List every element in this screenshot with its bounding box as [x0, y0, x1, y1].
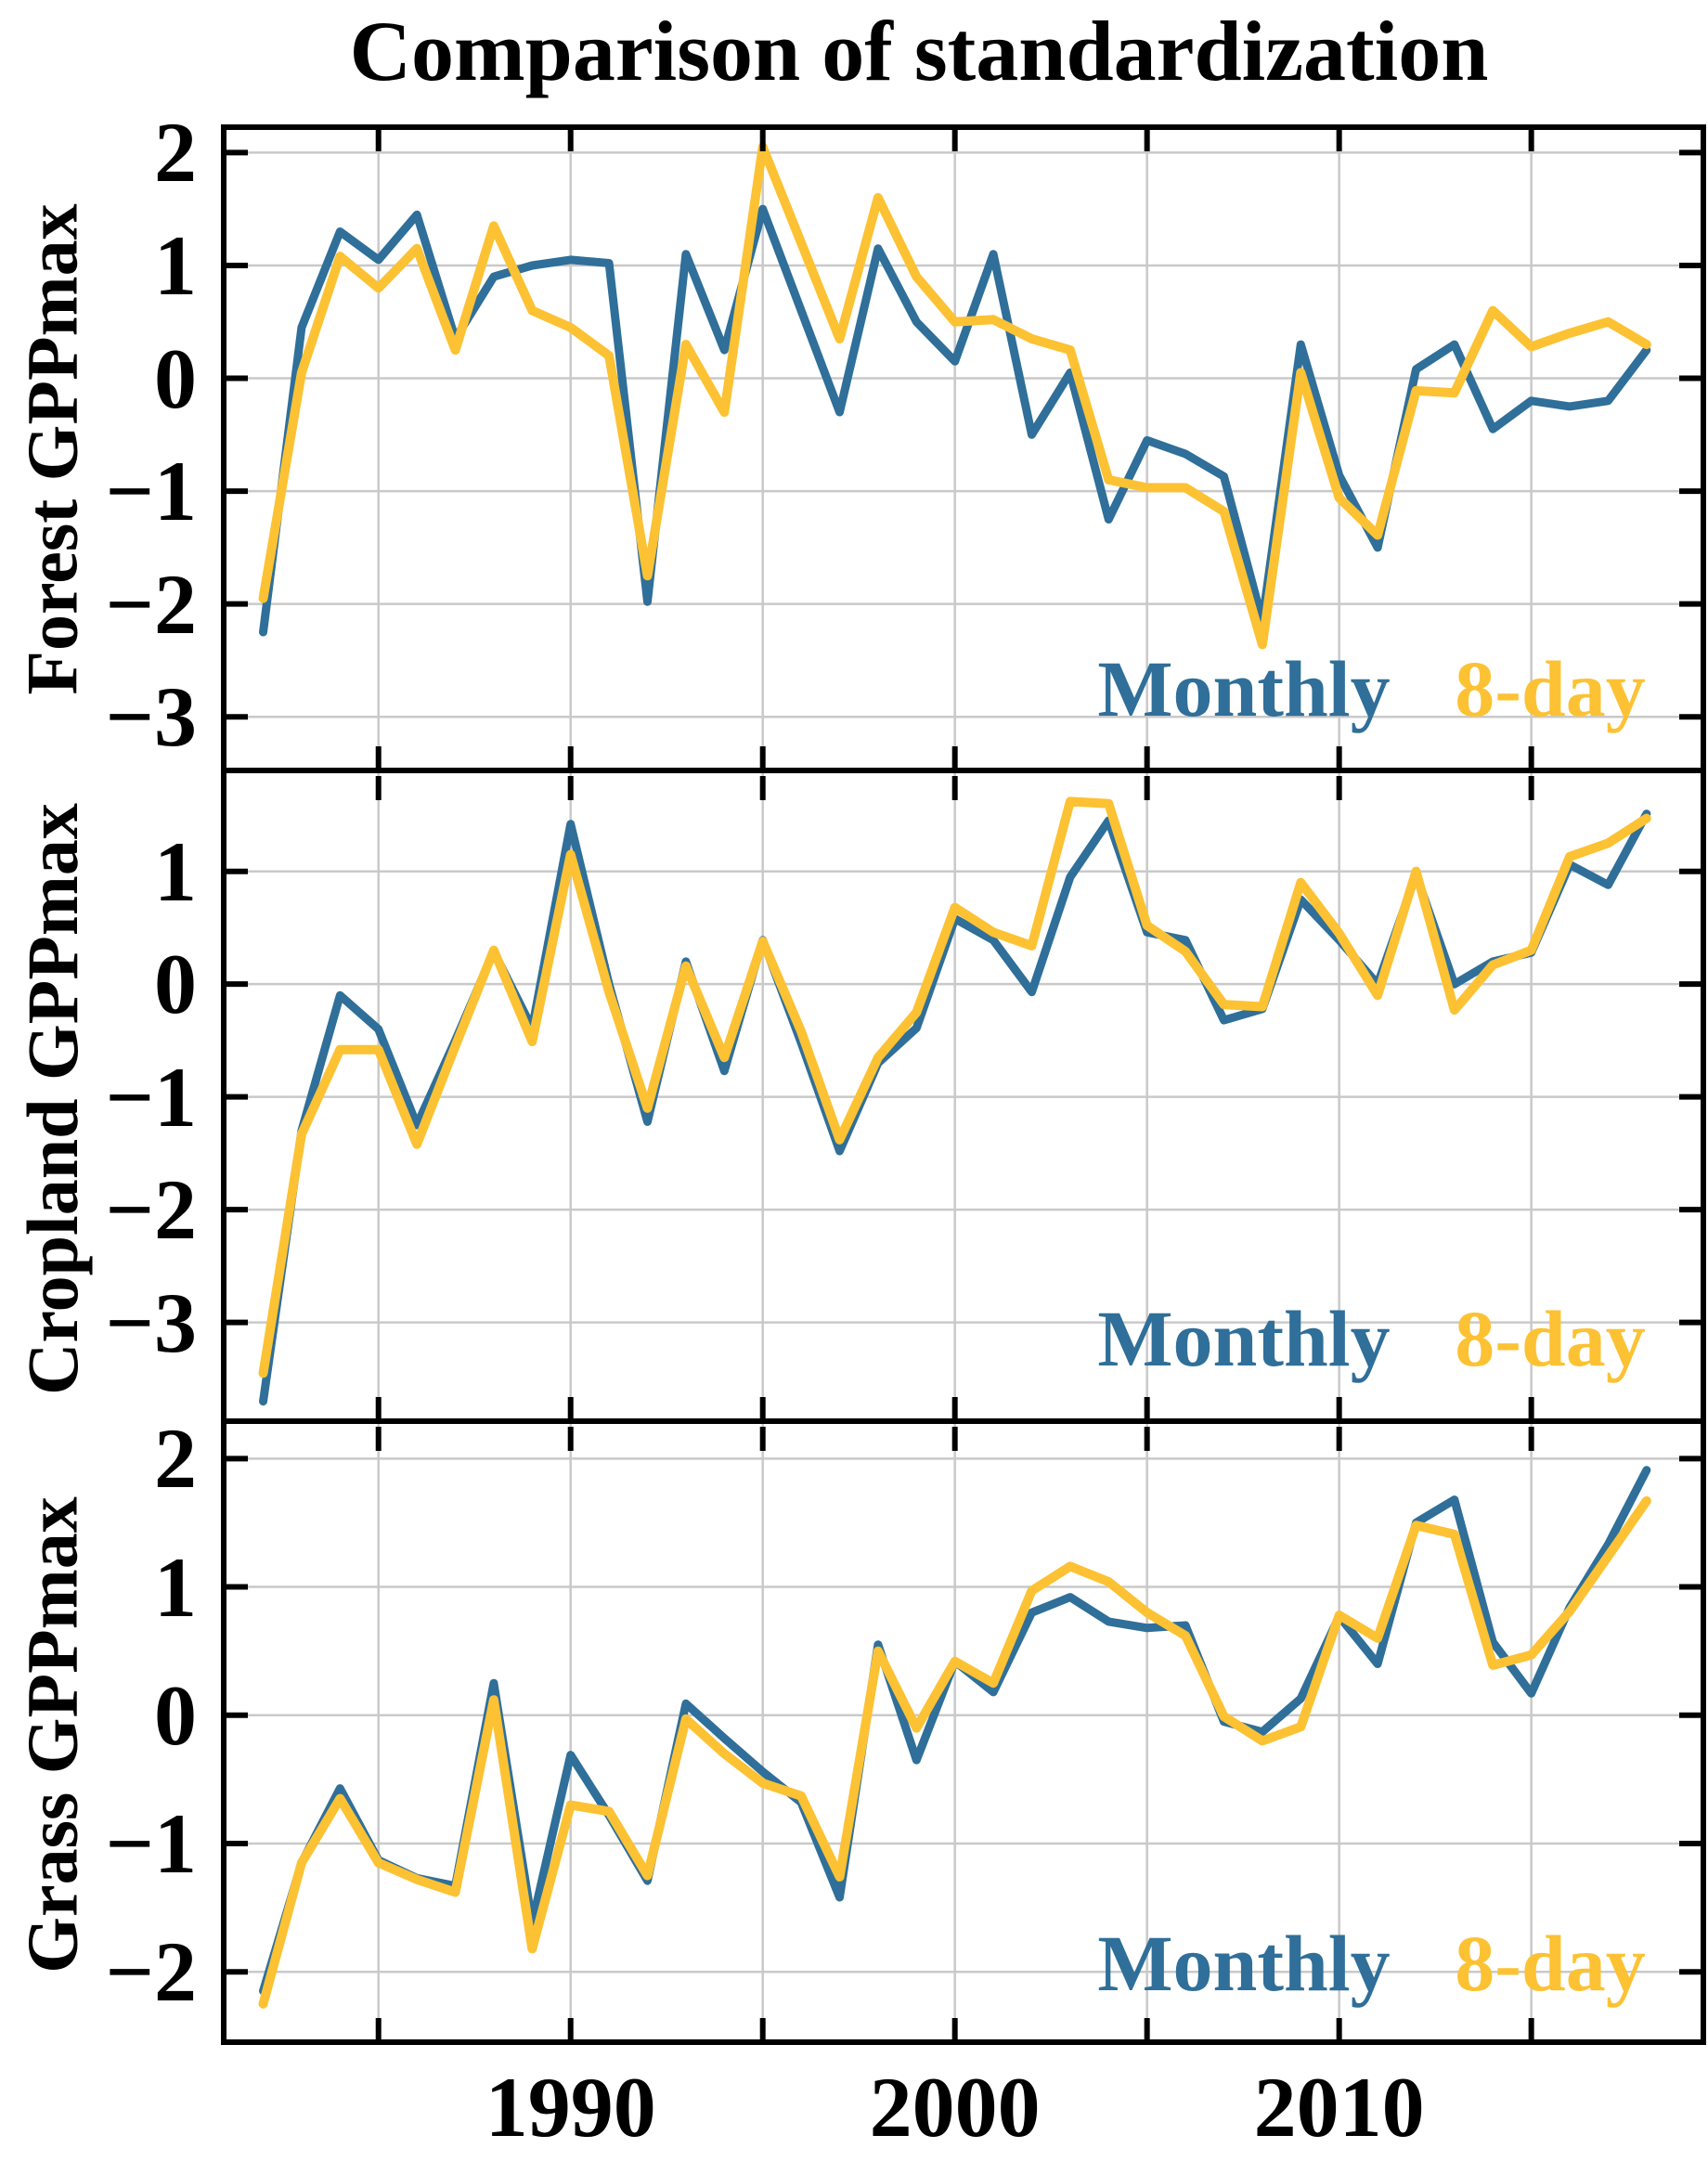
series-line-8-day: [258, 142, 1651, 650]
series-line-monthly: [259, 204, 1651, 637]
plot-panel-grass: [221, 1424, 1706, 2045]
panel-border: [221, 124, 1706, 773]
legend-monthly-forest: Monthly: [1097, 644, 1391, 733]
y-tick-label: −3: [105, 1275, 197, 1370]
y-tick-label: 2: [154, 105, 197, 201]
x-tick-label: 1990: [485, 2060, 656, 2155]
y-tick-label: −2: [105, 556, 197, 652]
y-tick-label: −1: [105, 444, 197, 539]
x-tick-label: 2000: [869, 2060, 1041, 2155]
y-tick-label: 1: [154, 217, 197, 313]
y-tick-label: 1: [154, 1539, 197, 1635]
y-tick-label: −3: [105, 669, 197, 765]
plot-panel-forest: [221, 124, 1706, 773]
legend-8day-forest: 8-day: [1455, 644, 1646, 733]
chart-title: Comparison of standardization: [349, 4, 1489, 98]
y-tick-label: 0: [154, 330, 197, 426]
series-line-8-day: [258, 1495, 1651, 2009]
y-tick-label: −1: [105, 1049, 197, 1145]
panel-border: [221, 773, 1706, 1424]
y-tick-label: 0: [154, 1667, 197, 1763]
y-tick-label: −1: [105, 1795, 197, 1891]
y-tick-label: 1: [154, 823, 197, 919]
plot-panel-cropland: [221, 773, 1706, 1424]
legend-monthly-grass: Monthly: [1097, 1919, 1391, 2008]
panel-border: [221, 1424, 1706, 2045]
series-line-8-day: [258, 796, 1651, 1378]
y-tick-label: −2: [105, 1162, 197, 1258]
legend-monthly-cropland: Monthly: [1097, 1294, 1391, 1383]
y-tick-label: 2: [154, 1411, 197, 1507]
x-tick-label: 2010: [1253, 2060, 1425, 2155]
legend-8day-cropland: 8-day: [1455, 1294, 1646, 1383]
y-tick-label: 0: [154, 937, 197, 1032]
y-tick-label: −2: [105, 1924, 197, 2020]
legend-8day-grass: 8-day: [1455, 1919, 1646, 2008]
